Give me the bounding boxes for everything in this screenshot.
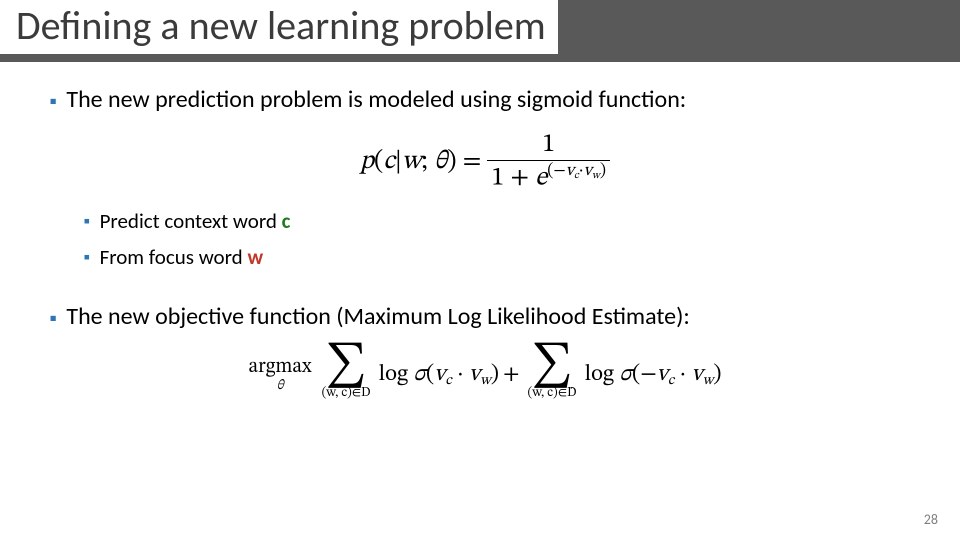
f1-p: p xyxy=(360,149,374,175)
bullet-4: ▪ The new objective function (Maximum Lo… xyxy=(50,301,920,335)
formula-sigmoid: p(c|w; θ) = 1 1 + e(−vc·vw) xyxy=(50,132,920,193)
title-bar: Defining a new learning problem xyxy=(0,0,960,62)
f1-open: ( xyxy=(374,149,383,175)
f1-w: w xyxy=(402,149,421,175)
f1-fraction: 1 1 + e(−vc·vw) xyxy=(487,132,610,193)
argmax: argmax θ xyxy=(249,357,312,393)
bullet-2-prefix: Predict context word xyxy=(100,208,282,234)
f1-c: c xyxy=(383,149,395,175)
slide-title: Defining a new learning problem xyxy=(0,0,558,54)
f1-eq: = xyxy=(457,149,482,175)
bullet-marker-icon: ▪ xyxy=(50,84,56,118)
bullet-marker-icon: ▪ xyxy=(84,243,90,273)
slide-content: ▪ The new prediction problem is modeled … xyxy=(0,62,960,400)
f1-den: 1 + e(−vc·vw) xyxy=(487,160,610,193)
bullet-2-text: Predict context word c xyxy=(100,207,291,235)
f1-bar: | xyxy=(395,149,402,175)
title-underline xyxy=(0,54,960,62)
f1-close: ) xyxy=(447,149,456,175)
term-1: log σ(vc · vw) xyxy=(379,360,499,390)
f1-exponent: (−vc·vw) xyxy=(547,163,606,180)
bullet-2-accent-c: c xyxy=(282,208,291,234)
bullet-marker-icon: ▪ xyxy=(50,301,56,335)
sum-2: ∑ (w, c)∈D xyxy=(528,349,577,400)
page-number: 28 xyxy=(924,511,938,528)
bullet-2: ▪ Predict context word c xyxy=(84,207,920,237)
bullet-1: ▪ The new prediction problem is modeled … xyxy=(50,84,920,118)
f1-num: 1 xyxy=(538,132,559,160)
sum-1: ∑ (w, c)∈D xyxy=(322,349,371,400)
plus: + xyxy=(503,360,520,389)
bullet-4-text: The new objective function (Maximum Log … xyxy=(66,301,689,333)
argmax-theta: θ xyxy=(276,379,283,393)
f1-den-e: e xyxy=(535,166,547,192)
bullet-marker-icon: ▪ xyxy=(84,207,90,237)
spacer xyxy=(50,279,920,297)
bullet-3-accent-w: w xyxy=(247,244,263,270)
sum-1-sub: (w, c)∈D xyxy=(322,387,371,400)
bullet-3: ▪ From focus word w xyxy=(84,243,920,273)
bullet-3-prefix: From focus word xyxy=(100,244,248,270)
bullet-3-text: From focus word w xyxy=(100,243,264,271)
sum-2-sub: (w, c)∈D xyxy=(528,387,577,400)
formula-objective: argmax θ ∑ (w, c)∈D log σ(vc · vw) + ∑ (… xyxy=(50,349,920,400)
argmax-label: argmax xyxy=(249,357,312,377)
slide: Defining a new learning problem ▪ The ne… xyxy=(0,0,960,540)
f1-semi: ; xyxy=(421,149,433,175)
f1-theta: θ xyxy=(434,149,447,175)
term-2: log σ(−vc · vw) xyxy=(585,360,722,390)
f1-den-1: 1 + xyxy=(491,166,535,192)
bullet-1-text: The new prediction problem is modeled us… xyxy=(66,84,686,116)
